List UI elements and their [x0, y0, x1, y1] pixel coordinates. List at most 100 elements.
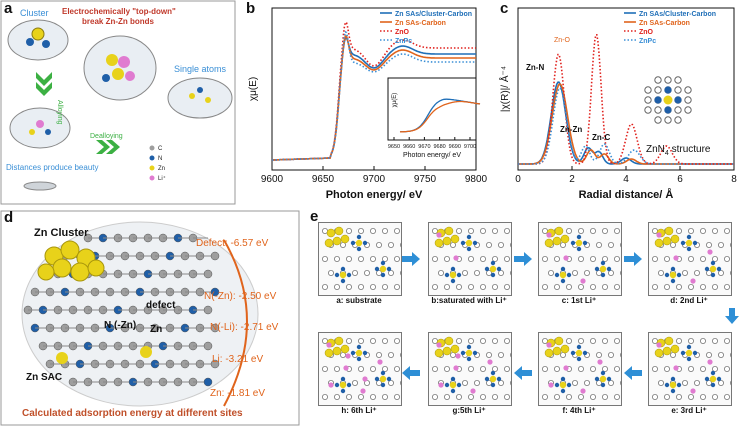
li-atom [436, 232, 442, 238]
legend-label-2: ZnO [639, 29, 654, 36]
carbon-atom [706, 380, 713, 387]
arrow-c-d [624, 252, 642, 266]
cluster-atom [654, 348, 664, 358]
n-atom [686, 234, 692, 240]
zn-atom [465, 349, 473, 357]
structure-carbon [684, 96, 692, 104]
carbon-atom [706, 241, 713, 248]
cluster-atom [560, 234, 570, 244]
carbon-atom [578, 284, 585, 291]
n-atom [444, 382, 450, 388]
zn-atom [559, 381, 567, 389]
carbon-atom [333, 394, 340, 401]
zn-atom [709, 265, 717, 273]
zn-atom [575, 349, 583, 357]
li-atom [360, 388, 366, 394]
n-atom [380, 382, 386, 388]
carbon-atom [492, 394, 499, 401]
n-atom [692, 350, 698, 356]
annotation-zn-zn: Zn-Zn [560, 125, 582, 134]
lattice-atom [203, 269, 213, 279]
breaking-text-2: break Zn-Zn bonds [82, 17, 155, 26]
cluster-atom [670, 234, 680, 244]
n-atom [490, 370, 496, 376]
legend-label-1: Zn SAs-Carbon [395, 20, 446, 27]
structure-carbon [654, 106, 662, 114]
x-tick-label: 8 [731, 174, 737, 185]
carbon-atom [724, 366, 731, 373]
lattice-atom [203, 341, 213, 351]
li-atom [487, 359, 493, 365]
n-atom [606, 266, 612, 272]
carbon-atom [718, 380, 725, 387]
n-atom [692, 240, 698, 246]
carbon-atom [504, 366, 511, 373]
carbon-atom [578, 256, 585, 263]
carbon-atom [694, 380, 701, 387]
structure-label: ZnN4 structure [646, 144, 711, 157]
carbon-atom [504, 256, 511, 263]
n-atom [576, 344, 582, 350]
n-atom [676, 272, 682, 278]
li-atom [438, 382, 444, 388]
energy-zn: Zn: -1.81 eV [210, 388, 265, 399]
carbon-atom [394, 394, 401, 401]
carbon-atom [333, 284, 340, 291]
carbon-atom [498, 241, 505, 248]
carbon-atom [345, 228, 352, 234]
zn-atom [669, 271, 677, 279]
carbon-atom [602, 284, 609, 291]
carbon-atom [688, 228, 695, 234]
arrow-e-f [624, 366, 642, 380]
n-atom [340, 376, 346, 382]
carbon-atom [553, 394, 560, 401]
panel-a-label: a [4, 0, 13, 17]
carbon-atom [394, 338, 401, 344]
n-atom [560, 376, 566, 382]
snapshot-caption-t3: d: 2nd Li⁺ [670, 296, 708, 305]
carbon-atom [333, 366, 340, 373]
n-atom [472, 350, 478, 356]
carbon-atom [443, 394, 450, 401]
li-atom [453, 365, 459, 371]
carbon-atom [443, 284, 450, 291]
znn4-structure [644, 76, 692, 124]
carbon-atom [322, 394, 328, 401]
single-atoms-sheet [167, 77, 233, 119]
annotation-zn-c: Zn-C [592, 133, 610, 142]
carbon-atom [682, 380, 689, 387]
structure-nitrogen [654, 96, 662, 104]
carbon-atom [688, 338, 695, 344]
lattice-atom [210, 251, 220, 261]
zn-atom [355, 349, 363, 357]
structure-carbon [664, 116, 672, 124]
carbon-atom [584, 270, 591, 277]
zn-atom [355, 239, 363, 247]
n-atom [716, 376, 722, 382]
carbon-atom [663, 394, 670, 401]
cluster-atom [664, 336, 674, 346]
n-atom [484, 376, 490, 382]
x-axis-label: Radial distance/ Å [579, 188, 674, 201]
n-atom [676, 382, 682, 388]
inset-x-tick-label: 9670 [418, 144, 430, 150]
legend-li-dot [149, 175, 155, 181]
lattice-atom [210, 323, 220, 333]
carbon-atom [388, 241, 395, 248]
zn-cluster [654, 226, 680, 248]
n-atom [600, 382, 606, 388]
arrow-f-g [514, 366, 532, 380]
exafs-chart: 0 2 4 6 8 Radial distance/ Å |χ(R)|/ Å⁻⁴ Zn SAs… [498, 7, 737, 201]
carbon-atom [542, 256, 548, 263]
li-atom [690, 388, 696, 394]
cluster-atom [670, 344, 680, 354]
li-atom [453, 255, 459, 261]
snapshot-caption-b1: g:5th Li⁺ [452, 406, 486, 415]
carbon-atom [652, 366, 658, 373]
legend-label-3: ZnPc [395, 38, 412, 45]
snapshot-caption-b2: f: 4th Li⁺ [562, 406, 596, 415]
n-atom [362, 240, 368, 246]
carbon-atom [700, 366, 707, 373]
carbon-atom [578, 366, 585, 373]
legend-n: N [158, 156, 162, 162]
